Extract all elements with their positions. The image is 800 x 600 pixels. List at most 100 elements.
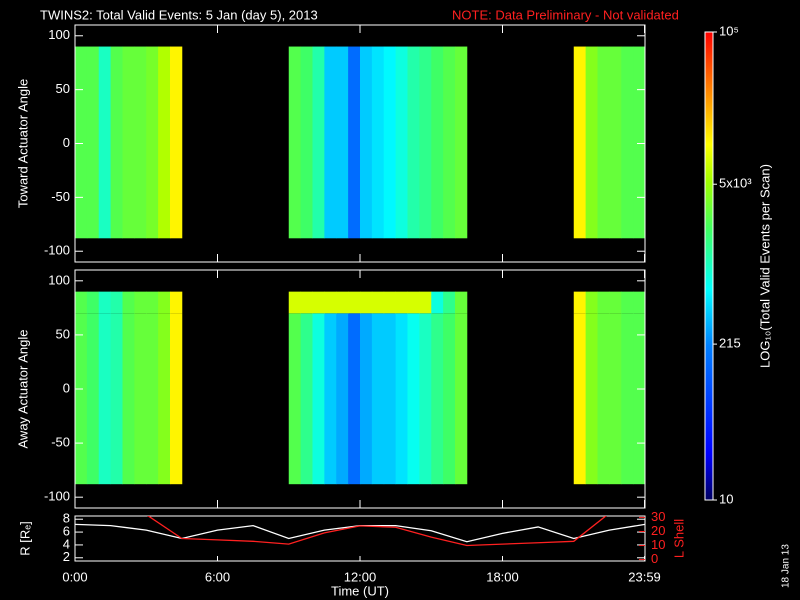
heat-cell bbox=[360, 313, 373, 485]
heat-cell bbox=[312, 291, 325, 314]
y2-tick-label: 30 bbox=[651, 509, 665, 524]
heat-cell bbox=[348, 291, 361, 314]
heat-cell bbox=[383, 313, 397, 485]
heat-cell bbox=[288, 313, 302, 485]
heat-cell bbox=[431, 291, 444, 314]
heat-cell bbox=[86, 46, 100, 239]
heat-cell bbox=[324, 291, 337, 314]
heat-cell bbox=[455, 313, 468, 485]
heat-cell bbox=[609, 313, 622, 485]
heat-cell bbox=[621, 46, 634, 239]
heat-cell bbox=[573, 46, 587, 239]
heat-cell bbox=[122, 291, 135, 314]
y-tick-label: 0 bbox=[63, 135, 70, 150]
heat-cell bbox=[633, 291, 646, 314]
heat-cell bbox=[324, 313, 337, 485]
heat-cell bbox=[621, 291, 634, 314]
heat-cell bbox=[371, 291, 385, 314]
heat-cell bbox=[407, 313, 420, 485]
y2-axis-label: L Shell bbox=[671, 519, 686, 558]
y-tick-label: -100 bbox=[44, 243, 70, 258]
y-tick-label: 50 bbox=[56, 326, 70, 341]
heat-cell bbox=[158, 46, 171, 239]
x-tick-label: 6:00 bbox=[205, 569, 230, 584]
heat-cell bbox=[300, 46, 313, 239]
heat-cell bbox=[597, 313, 610, 485]
heat-cell bbox=[455, 291, 468, 314]
heat-cell bbox=[312, 313, 325, 485]
heat-cell bbox=[419, 46, 432, 239]
heat-cell bbox=[86, 313, 100, 485]
heat-cell bbox=[360, 46, 373, 239]
colorbar-tick-label: 5x10³ bbox=[719, 176, 752, 191]
heat-cell bbox=[146, 291, 159, 314]
x-tick-label: 0:00 bbox=[62, 569, 87, 584]
heat-cell bbox=[419, 313, 432, 485]
heat-cell bbox=[633, 46, 646, 239]
heat-cell bbox=[431, 46, 444, 239]
y-tick-label: 100 bbox=[48, 272, 70, 287]
heat-cell bbox=[170, 313, 183, 485]
colorbar-tick-label: 215 bbox=[719, 336, 741, 351]
heat-cell bbox=[407, 46, 420, 239]
y-axis-label: R [Rₑ] bbox=[17, 521, 32, 555]
colorbar-tick-label: 10⁵ bbox=[719, 23, 739, 38]
heat-cell bbox=[98, 291, 112, 314]
heat-cell bbox=[336, 46, 349, 239]
y-tick-label: 6 bbox=[63, 524, 70, 539]
heat-cell bbox=[75, 291, 88, 314]
heat-cell bbox=[122, 46, 135, 239]
title: TWINS2: Total Valid Events: 5 Jan (day 5… bbox=[40, 7, 318, 22]
heat-cell bbox=[134, 46, 147, 239]
y-tick-label: 100 bbox=[48, 27, 70, 42]
heat-cell bbox=[110, 291, 123, 314]
heat-cell bbox=[585, 291, 598, 314]
heat-cell bbox=[383, 46, 397, 239]
heat-cell bbox=[134, 291, 147, 314]
y2-tick-label: 0 bbox=[651, 551, 658, 566]
heat-cell bbox=[585, 313, 598, 485]
heat-cell bbox=[158, 313, 171, 485]
heat-cell bbox=[110, 46, 123, 239]
heat-cell bbox=[75, 46, 88, 239]
y-tick-label: 8 bbox=[63, 511, 70, 526]
series-line bbox=[75, 523, 645, 543]
heat-cell bbox=[300, 291, 313, 314]
heat-cell bbox=[597, 46, 610, 239]
heat-cell bbox=[443, 291, 456, 314]
x-tick-label: 12:00 bbox=[344, 569, 377, 584]
heat-cell bbox=[597, 291, 610, 314]
heat-cell bbox=[383, 291, 397, 314]
heat-cell bbox=[585, 46, 598, 239]
heat-cell bbox=[371, 313, 385, 485]
heat-cell bbox=[134, 313, 147, 485]
x-tick-label: 23:59 bbox=[628, 569, 661, 584]
y-tick-label: 50 bbox=[56, 81, 70, 96]
colorbar-label: LOG₁₀(Total Valid Events per Scan) bbox=[757, 164, 772, 368]
heat-cell bbox=[371, 46, 385, 239]
heat-cell bbox=[395, 291, 408, 314]
y-tick-label: 2 bbox=[63, 549, 70, 564]
heat-cell bbox=[419, 291, 432, 314]
heat-cell bbox=[431, 313, 444, 485]
heat-cell bbox=[146, 46, 159, 239]
heat-cell bbox=[158, 291, 171, 314]
y2-tick-label: 10 bbox=[651, 537, 665, 552]
heat-cell bbox=[98, 313, 112, 485]
heat-cell bbox=[288, 46, 302, 239]
y-tick-label: -50 bbox=[51, 435, 70, 450]
y-tick-label: 4 bbox=[63, 536, 70, 551]
date-stamp: 18 Jan 13 bbox=[781, 544, 792, 588]
heat-cell bbox=[348, 46, 361, 239]
heat-cell bbox=[609, 291, 622, 314]
heat-cell bbox=[75, 313, 88, 485]
heat-cell bbox=[146, 313, 159, 485]
heat-cell bbox=[621, 313, 634, 485]
heat-cell bbox=[110, 313, 123, 485]
plot-frame bbox=[74, 515, 646, 562]
y-axis-label: Away Actuator Angle bbox=[15, 329, 30, 448]
heat-cell bbox=[336, 291, 349, 314]
colorbar bbox=[704, 31, 714, 501]
